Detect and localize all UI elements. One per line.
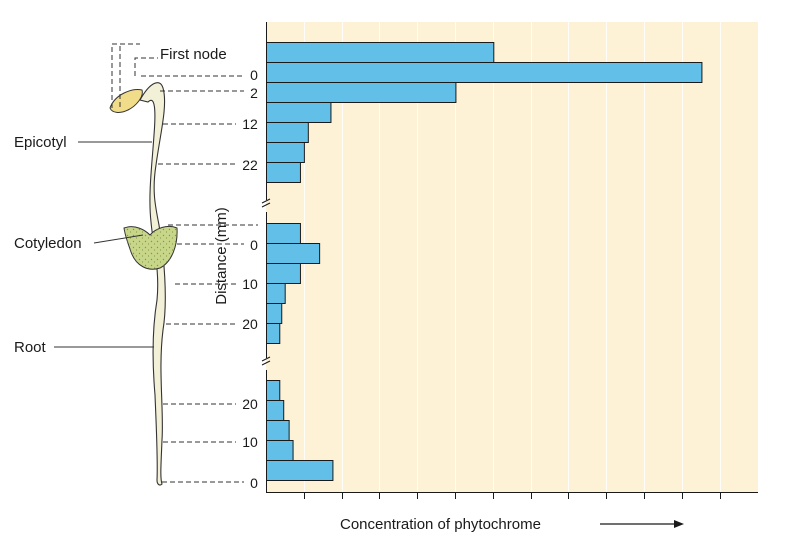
bar-0-1 xyxy=(266,62,703,83)
tick-label-cotyledon-10: 10 xyxy=(242,276,258,292)
tick-label-root-20: 20 xyxy=(242,396,258,412)
x-axis-ticks xyxy=(304,492,721,499)
label-epicotyl: Epicotyl xyxy=(14,134,67,151)
bar-0-2 xyxy=(266,82,457,103)
bar-0-4 xyxy=(266,122,309,143)
bar-1-1 xyxy=(266,243,321,264)
bar-1-0 xyxy=(266,223,301,244)
bar-2-3 xyxy=(266,440,294,461)
label-cotyledon: Cotyledon xyxy=(14,235,82,252)
bar-0-5 xyxy=(266,142,305,163)
first-node-leaf-icon xyxy=(109,89,143,113)
bar-0-0 xyxy=(266,42,495,63)
bar-2-1 xyxy=(266,400,285,421)
seedling-illustration xyxy=(109,82,178,486)
bar-1-2 xyxy=(266,263,301,284)
tick-label-epicotyl-2: 2 xyxy=(250,85,258,101)
bar-1-3 xyxy=(266,283,286,304)
bar-2-0 xyxy=(266,380,281,401)
bar-2-4 xyxy=(266,460,334,481)
bar-0-3 xyxy=(266,102,332,123)
bar-1-4 xyxy=(266,303,283,324)
tick-label-root-10: 10 xyxy=(242,434,258,450)
tick-label-cotyledon-0: 0 xyxy=(250,237,258,253)
y-tick-labels: 0 2 12 22 0 10 20 20 10 0 xyxy=(242,67,258,491)
bar-0-6 xyxy=(266,162,301,183)
bar-2-2 xyxy=(266,420,290,441)
tick-label-root-0: 0 xyxy=(250,475,258,491)
tick-label-epicotyl-12: 12 xyxy=(242,116,258,132)
bar-1-5 xyxy=(266,323,281,344)
tick-label-epicotyl-0: 0 xyxy=(250,67,258,83)
plant-labels: First node Epicotyl Cotyledon Root xyxy=(14,46,227,356)
tick-label-cotyledon-20: 20 xyxy=(242,316,258,332)
label-pointer-lines xyxy=(54,141,154,348)
x-axis-label: Concentration of phytochrome xyxy=(340,516,541,533)
axis-break-marks xyxy=(261,198,271,366)
tick-label-epicotyl-22: 22 xyxy=(242,157,258,173)
y-axis-label: Distance (mm) xyxy=(213,207,230,305)
label-root: Root xyxy=(14,339,47,356)
arrow-icon xyxy=(600,520,684,528)
leader-lines xyxy=(111,43,258,483)
stem-shape xyxy=(139,82,166,486)
label-first-node: First node xyxy=(160,46,227,63)
